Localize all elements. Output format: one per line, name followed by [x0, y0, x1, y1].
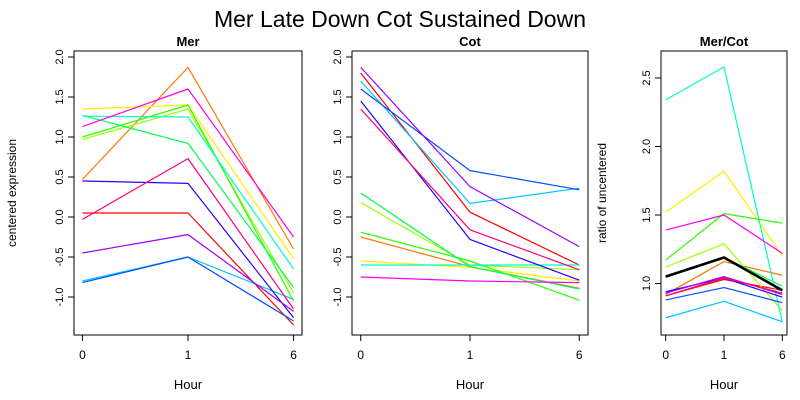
- mer-cot-series-blue: [665, 286, 783, 304]
- x-tick-label-mer: 0: [79, 348, 86, 362]
- y-tick-label-cot: -1.0: [332, 288, 344, 307]
- x-axis-label-mer-cot: Hour: [710, 377, 739, 392]
- y-tick-label-cot: 1.0: [332, 129, 344, 144]
- y-tick-label-mer-cot: 2.5: [641, 70, 653, 85]
- x-tick-label-mer: 1: [185, 348, 192, 362]
- y-tick-label-cot: -0.5: [332, 248, 344, 267]
- cot-series-magenta: [360, 276, 580, 284]
- mer-series-blue: [82, 256, 294, 322]
- mer-series-deeppink: [82, 158, 295, 310]
- y-tick-label-mer: 2.0: [54, 49, 66, 64]
- mer-cot-series-turquoise: [665, 66, 783, 322]
- cot-series-yellow: [360, 260, 580, 282]
- main-title: Mer Late Down Cot Sustained Down: [213, 6, 587, 32]
- x-tick-label-cot: 1: [467, 348, 474, 362]
- panel-title-cot: Cot: [459, 34, 481, 49]
- x-tick-label-cot: 6: [576, 348, 583, 362]
- y-tick-label-cot: 0.5: [332, 169, 344, 184]
- mer-cot-series-deeppink: [665, 277, 783, 297]
- plot-box-cot: [351, 50, 589, 336]
- y-tick-label-mer-cot: 2.0: [641, 139, 653, 154]
- x-tick-label-mer-cot: 1: [721, 348, 728, 362]
- cot-series-red: [360, 72, 580, 266]
- cot-series-navy: [360, 100, 580, 281]
- mer-cot-series-magenta: [665, 214, 783, 254]
- cot-series-skyblue: [360, 80, 580, 204]
- mer-cot-series-green: [665, 213, 783, 261]
- mer-series-green: [82, 104, 295, 302]
- mer-cot-series-mean: [665, 256, 783, 292]
- mer-series-yellowgreen: [82, 108, 295, 294]
- mer-series-turquoise: [82, 115, 295, 270]
- mer-cot-series-orange: [665, 260, 783, 295]
- y-tick-label-mer: 1.5: [54, 89, 66, 104]
- x-tick-label-mer-cot: 0: [662, 348, 669, 362]
- y-tick-label-cot: 0.0: [332, 209, 344, 224]
- x-tick-label-mer-cot: 6: [779, 348, 786, 362]
- y-tick-label-mer-cot: 1.0: [641, 276, 653, 291]
- cot-series-purple: [360, 66, 580, 248]
- cot-series-deeppink: [360, 108, 580, 271]
- mer-series-navy: [82, 180, 295, 319]
- y-tick-label-cot: 2.0: [332, 49, 344, 64]
- y-tick-label-mer: 1.0: [54, 129, 66, 144]
- x-axis-label-mer: Hour: [174, 377, 203, 392]
- y-tick-label-mer: -1.0: [54, 288, 66, 307]
- y-axis-label-mer-cot: ratio of uncentered: [595, 143, 609, 243]
- y-tick-label-mer-cot: 1.5: [641, 207, 653, 222]
- mer-series-purple: [82, 234, 294, 312]
- y-axis-label-mer: centered expression: [5, 139, 19, 247]
- cot-series-blue: [360, 88, 580, 191]
- panel-title-mer-cot: Mer/Cot: [700, 34, 749, 49]
- y-tick-label-mer: -0.5: [54, 248, 66, 267]
- y-tick-label-cot: 1.5: [332, 89, 344, 104]
- mer-cot-series-skyblue: [665, 300, 783, 323]
- x-tick-label-mer: 6: [290, 348, 297, 362]
- y-tick-label-mer: 0.5: [54, 169, 66, 184]
- mer-cot-series-yellow: [665, 170, 783, 257]
- y-tick-label-mer: 0.0: [54, 209, 66, 224]
- cot-series-green: [360, 231, 580, 301]
- x-tick-label-cot: 0: [357, 348, 364, 362]
- panel-title-mer: Mer: [176, 34, 199, 49]
- mer-series-magenta: [82, 88, 295, 238]
- x-axis-label-cot: Hour: [456, 377, 485, 392]
- mer-series-red: [82, 212, 295, 326]
- mer-series-springgreen: [82, 114, 295, 288]
